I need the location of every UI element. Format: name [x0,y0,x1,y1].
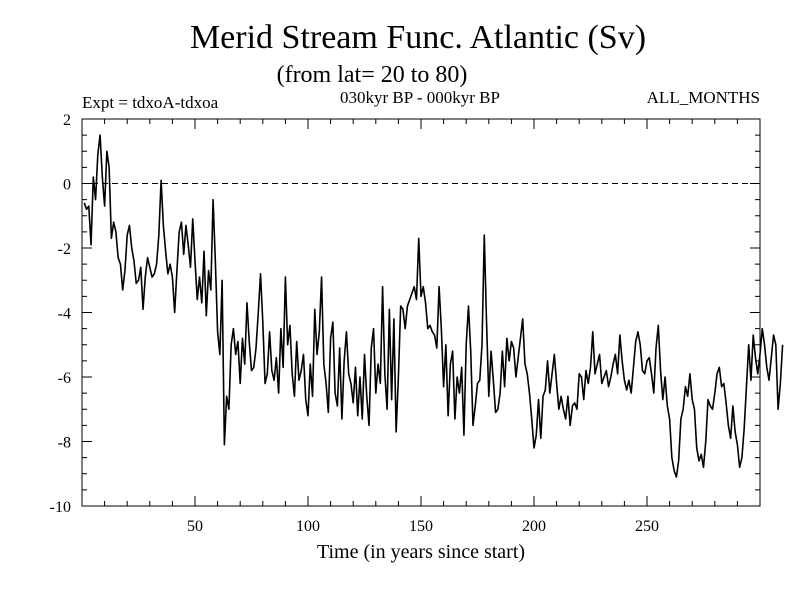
tick-marks [82,118,760,507]
chart-title: Merid Stream Func. Atlantic (Sv) [190,19,646,56]
y-tick-label: -10 [50,499,71,516]
x-tick-label: 200 [522,518,546,535]
months-label: ALL_MONTHS [647,88,760,107]
y-tick-label: 0 [63,177,71,194]
experiment-label: Expt = tdxoA-tdxoa [82,93,219,112]
x-tick-label: 50 [187,518,203,535]
x-tick-label: 100 [296,518,320,535]
plot-area-frame [81,118,761,507]
period-label: 030kyr BP - 000kyr BP [340,88,500,107]
series-line [83,134,784,478]
chart-subtitle: (from lat= 20 to 80) [277,62,468,88]
x-axis-label: Time (in years since start) [317,541,525,563]
x-tick-label: 250 [635,518,659,535]
y-tick-label: 2 [63,112,71,129]
y-tick-label: -8 [58,435,71,452]
x-tick-label: 150 [409,518,433,535]
y-tick-label: -6 [58,370,71,387]
y-tick-label: -2 [58,241,71,258]
y-tick-label: -4 [58,306,71,323]
